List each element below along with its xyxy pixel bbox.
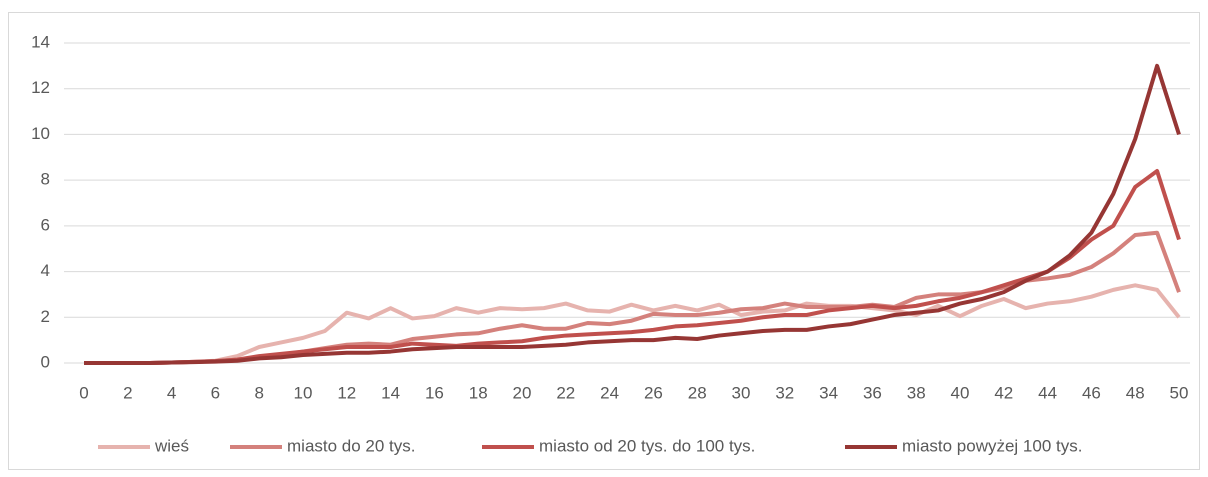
legend-label: miasto do 20 tys. bbox=[287, 436, 416, 455]
x-tick-label: 4 bbox=[167, 383, 176, 402]
x-tick-label: 20 bbox=[513, 383, 532, 402]
x-tick-label: 32 bbox=[775, 383, 794, 402]
y-tick-label: 4 bbox=[41, 261, 50, 280]
x-tick-label: 42 bbox=[994, 383, 1013, 402]
x-tick-label: 22 bbox=[556, 383, 575, 402]
legend-label: miasto powyżej 100 tys. bbox=[902, 436, 1082, 455]
x-tick-label: 26 bbox=[644, 383, 663, 402]
x-tick-label: 36 bbox=[863, 383, 882, 402]
x-tick-label: 8 bbox=[254, 383, 263, 402]
y-tick-label: 12 bbox=[31, 78, 50, 97]
x-tick-label: 38 bbox=[907, 383, 926, 402]
y-tick-label: 2 bbox=[41, 307, 50, 326]
x-tick-label: 46 bbox=[1082, 383, 1101, 402]
y-tick-label: 8 bbox=[41, 170, 50, 189]
y-tick-label: 10 bbox=[31, 124, 50, 143]
x-tick-label: 6 bbox=[211, 383, 220, 402]
x-tick-label: 24 bbox=[600, 383, 619, 402]
series-line bbox=[84, 63, 1181, 365]
x-tick-label: 12 bbox=[337, 383, 356, 402]
legend-label: wieś bbox=[154, 436, 189, 455]
x-tick-label: 16 bbox=[425, 383, 444, 402]
y-tick-label: 0 bbox=[41, 352, 50, 371]
series-line bbox=[84, 283, 1181, 365]
x-tick-label: 48 bbox=[1126, 383, 1145, 402]
x-tick-label: 10 bbox=[294, 383, 313, 402]
y-tick-label: 14 bbox=[31, 32, 50, 51]
legend-label: miasto od 20 tys. do 100 tys. bbox=[539, 436, 755, 455]
x-tick-label: 14 bbox=[381, 383, 400, 402]
series-line bbox=[84, 169, 1181, 365]
x-tick-label: 30 bbox=[732, 383, 751, 402]
x-tick-label: 44 bbox=[1038, 383, 1057, 402]
x-tick-label: 18 bbox=[469, 383, 488, 402]
x-tick-label: 0 bbox=[79, 383, 88, 402]
x-tick-label: 28 bbox=[688, 383, 707, 402]
x-tick-label: 2 bbox=[123, 383, 132, 402]
x-tick-label: 50 bbox=[1170, 383, 1189, 402]
x-tick-label: 40 bbox=[951, 383, 970, 402]
y-tick-label: 6 bbox=[41, 215, 50, 234]
x-tick-label: 34 bbox=[819, 383, 838, 402]
